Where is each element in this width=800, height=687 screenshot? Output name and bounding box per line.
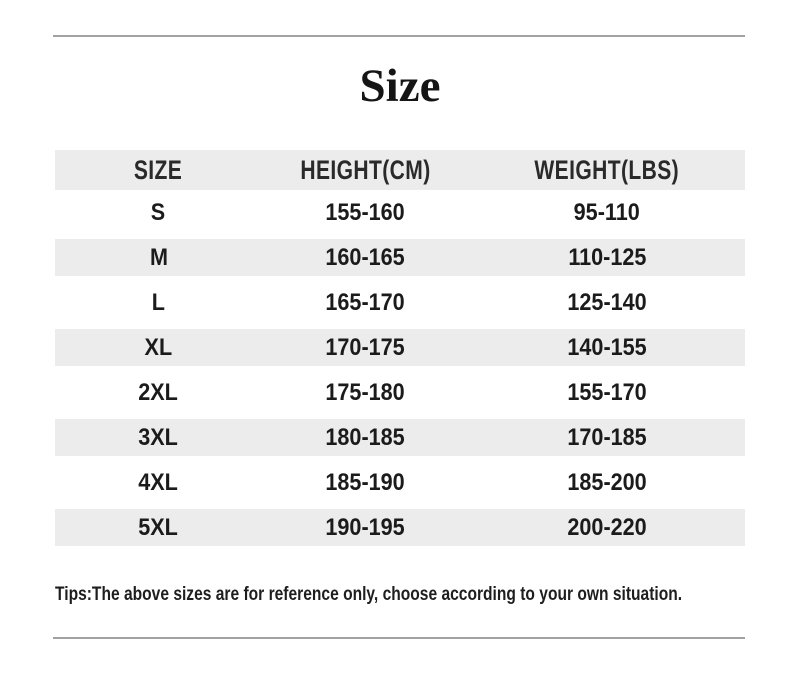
header-size: SIZE: [134, 154, 183, 185]
height-cell: 175-180: [325, 378, 406, 406]
size-cell: 4XL: [138, 468, 179, 496]
tips-note: Tips:The above sizes are for reference o…: [55, 585, 745, 604]
header-weight: WEIGHT(LBS): [534, 154, 680, 185]
size-cell: 3XL: [138, 423, 179, 451]
height-cell: 185-190: [325, 468, 406, 496]
height-cell: 155-160: [325, 198, 406, 226]
height-cell: 165-170: [325, 288, 406, 316]
size-cell: 2XL: [138, 378, 179, 406]
weight-cell: 155-170: [567, 378, 647, 406]
weight-cell: 140-155: [567, 333, 647, 361]
size-cell: XL: [144, 333, 173, 361]
table-row: XL 170-175 140-155: [55, 325, 745, 370]
weight-cell: 125-140: [567, 288, 647, 316]
table-row: 4XL 185-190 185-200: [55, 460, 745, 505]
size-cell: M: [149, 243, 168, 271]
table-row: S 155-160 95-110: [55, 190, 745, 235]
table-row: M 160-165 110-125: [55, 235, 745, 280]
size-cell: S: [151, 198, 166, 226]
size-cell: 5XL: [138, 513, 179, 541]
weight-cell: 95-110: [573, 198, 641, 226]
size-table: SIZE HEIGHT(CM) WEIGHT(LBS) S 155-160 95…: [55, 150, 745, 550]
top-divider: [53, 35, 745, 37]
table-row: L 165-170 125-140: [55, 280, 745, 325]
table-row: 2XL 175-180 155-170: [55, 370, 745, 415]
bottom-divider: [53, 637, 745, 639]
weight-cell: 200-220: [567, 513, 647, 541]
page-title: Size: [359, 60, 441, 112]
size-cell: L: [151, 288, 166, 316]
weight-cell: 110-125: [567, 243, 647, 271]
header-height: HEIGHT(CM): [300, 154, 431, 185]
height-cell: 190-195: [325, 513, 406, 541]
tips-text: Tips:The above sizes are for reference o…: [55, 584, 683, 605]
height-cell: 170-175: [325, 333, 406, 361]
weight-cell: 170-185: [567, 423, 647, 451]
table-row: 3XL 180-185 170-185: [55, 415, 745, 460]
weight-cell: 185-200: [567, 468, 647, 496]
height-cell: 160-165: [325, 243, 406, 271]
table-row: 5XL 190-195 200-220: [55, 505, 745, 550]
height-cell: 180-185: [325, 423, 406, 451]
table-header-row: SIZE HEIGHT(CM) WEIGHT(LBS): [55, 150, 745, 190]
